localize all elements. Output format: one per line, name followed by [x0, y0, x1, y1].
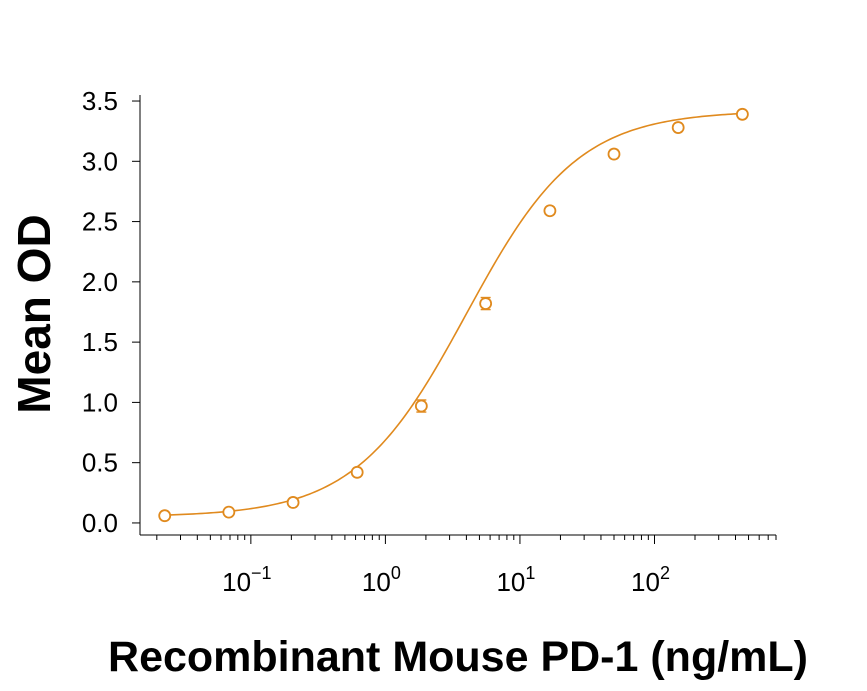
data-point — [479, 296, 493, 311]
data-point — [414, 399, 428, 413]
x-axis-label: Recombinant Mouse PD-1 (ng/mL) — [108, 633, 808, 681]
y-tick-label: 3.5 — [82, 86, 118, 116]
y-axis-label: Mean OD — [8, 214, 60, 413]
point-marker — [350, 465, 364, 479]
x-tick-label: 10−1 — [222, 563, 271, 597]
point-marker — [543, 204, 557, 218]
point-marker — [671, 121, 685, 134]
point-marker — [222, 505, 236, 519]
x-tick-label: 102 — [631, 563, 670, 597]
y-tick-label: 2.5 — [82, 207, 118, 237]
point-marker — [158, 509, 172, 523]
point-marker — [607, 147, 621, 161]
y-axis: 0.0 0.5 1.0 1.5 2.0 2.5 3.0 3.5 — [82, 86, 141, 538]
data-point — [607, 147, 621, 161]
fit-curve — [164, 112, 743, 516]
data-point — [350, 465, 364, 479]
data-point — [222, 505, 236, 519]
x-axis: 10−1 100 101 102 — [140, 534, 777, 597]
y-tick-label: 1.0 — [82, 387, 118, 417]
y-tick-label: 0.5 — [82, 448, 118, 478]
point-marker — [286, 496, 300, 509]
y-tick-label: 3.0 — [82, 146, 118, 176]
point-marker — [735, 107, 749, 121]
x-tick-label: 100 — [362, 563, 401, 597]
y-tick-label: 2.0 — [82, 267, 118, 297]
data-point — [735, 107, 749, 121]
data-point — [286, 496, 300, 509]
y-tick-label: 1.5 — [82, 327, 118, 357]
data-point — [671, 121, 685, 134]
data-point — [543, 204, 557, 218]
point-marker — [414, 399, 428, 413]
point-marker — [479, 297, 493, 310]
x-tick-label: 101 — [496, 563, 535, 597]
plot-area — [158, 107, 749, 523]
data-point — [158, 509, 172, 523]
y-tick-label: 0.0 — [82, 508, 118, 538]
